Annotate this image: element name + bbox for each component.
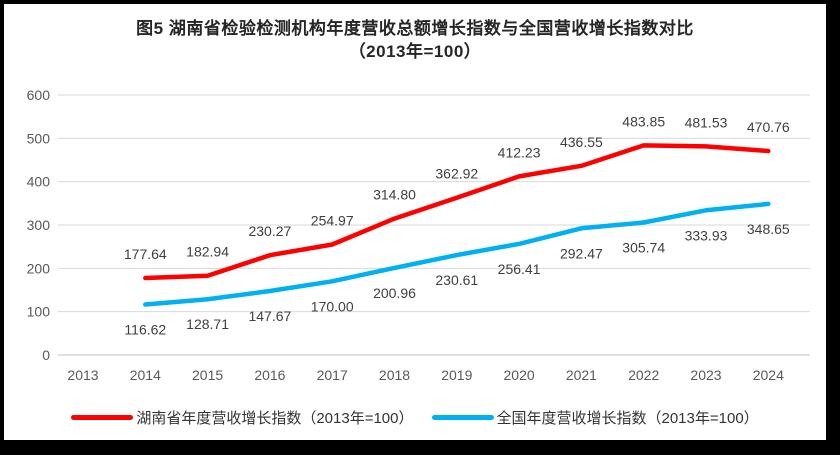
- national-data-label: 200.96: [373, 285, 416, 301]
- national-data-label: 305.74: [622, 240, 665, 256]
- hunan-series-swatch: [71, 414, 134, 420]
- national-series-line: [143, 201, 771, 307]
- y-tick-label: 400: [27, 174, 51, 190]
- national-data-label: 348.65: [747, 221, 790, 237]
- national-data-label: 292.47: [560, 245, 603, 261]
- legend-label-national: 全国年度营收增长指数（2013年=100）: [496, 409, 759, 427]
- x-tick-label: 2018: [379, 367, 410, 383]
- legend-label-hunan: 湖南省年度营收增长指数（2013年=100）: [136, 409, 414, 427]
- x-tick-label: 2019: [441, 367, 472, 383]
- x-tick-label: 2021: [566, 367, 597, 383]
- hunan-series-line: [143, 143, 771, 281]
- y-tick-label: 100: [27, 304, 51, 320]
- hunan-data-label: 412.23: [498, 144, 541, 160]
- legend: 湖南省年度营收增长指数（2013年=100） 全国年度营收增长指数（2013年=…: [4, 403, 826, 431]
- x-tick-label: 2016: [254, 367, 285, 383]
- x-tick-label: 2014: [130, 367, 161, 383]
- legend-item-hunan: 湖南省年度营收增长指数（2013年=100）: [71, 407, 414, 428]
- hunan-data-label: 481.53: [685, 114, 728, 130]
- y-tick-label: 600: [27, 87, 51, 103]
- x-tick-label: 2013: [67, 367, 98, 383]
- chart-title-line2: （2013年=100）: [348, 42, 482, 61]
- hunan-data-label: 230.27: [248, 223, 291, 239]
- y-tick-label: 200: [27, 260, 51, 276]
- hunan-data-label: 314.80: [373, 187, 416, 203]
- national-data-label: 147.67: [248, 308, 291, 324]
- chart-title-line1: 图5 湖南省检验检测机构年度营收总额增长指数与全国营收增长指数对比: [136, 19, 694, 38]
- x-tick-label: 2023: [690, 367, 721, 383]
- x-tick-label: 2020: [504, 367, 535, 383]
- hunan-data-label: 254.97: [311, 213, 354, 229]
- x-tick-label: 2015: [192, 367, 223, 383]
- x-tick-label: 2017: [317, 367, 348, 383]
- y-tick-label: 300: [27, 217, 51, 233]
- national-series-swatch: [431, 414, 494, 420]
- national-data-label: 333.93: [685, 227, 728, 243]
- line-chart: 0 100 200 300 400 500 600 2013 2014 2015 2016 2017 2…: [27, 87, 810, 383]
- hunan-data-label: 436.55: [560, 134, 603, 150]
- chart-title: 图5 湖南省检验检测机构年度营收总额增长指数与全国营收增长指数对比 （2013年…: [4, 17, 826, 63]
- y-tick-label: 500: [27, 130, 51, 146]
- hunan-data-label: 177.64: [124, 246, 167, 262]
- national-data-label: 170.00: [311, 298, 354, 314]
- hunan-data-label: 483.85: [622, 113, 665, 129]
- hunan-data-label: 362.92: [435, 166, 478, 182]
- national-data-label: 116.62: [124, 321, 166, 337]
- hunan-data-label: 182.94: [186, 244, 229, 260]
- national-data-label: 230.61: [435, 272, 478, 288]
- y-tick-label: 0: [42, 347, 50, 363]
- hunan-data-label: 470.76: [747, 119, 790, 135]
- national-data-label: 256.41: [498, 261, 541, 277]
- national-data-label: 128.71: [186, 316, 229, 332]
- legend-item-national: 全国年度营收增长指数（2013年=100）: [431, 407, 759, 428]
- x-tick-label: 2022: [628, 367, 659, 383]
- x-tick-label: 2024: [753, 367, 784, 383]
